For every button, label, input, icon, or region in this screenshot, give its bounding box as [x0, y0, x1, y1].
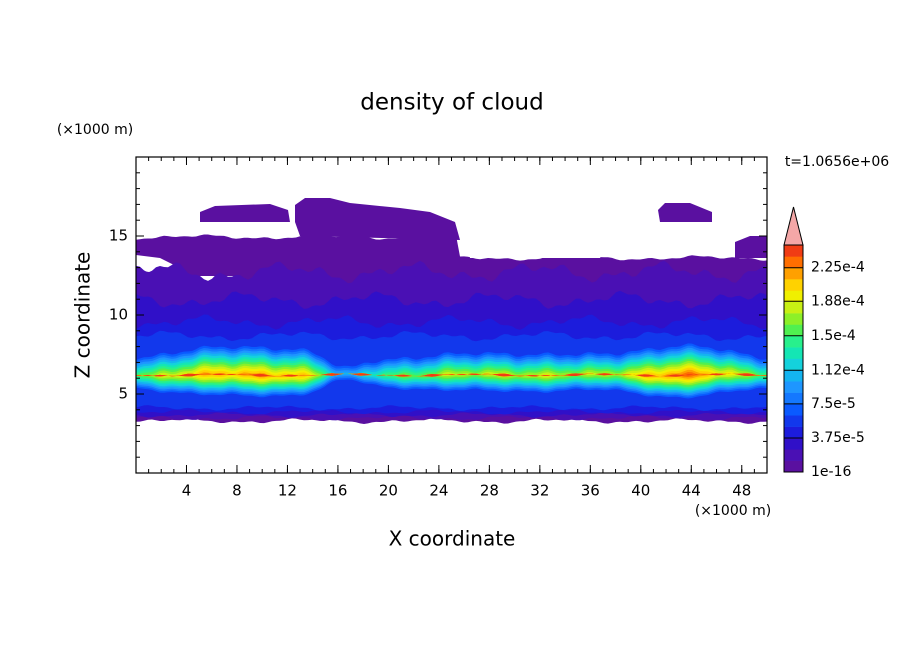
x-tick-label: 16 — [328, 482, 347, 500]
x-tick-label: 44 — [682, 482, 701, 500]
colorbar-tick-label: 3.75e-5 — [811, 430, 865, 446]
contour-fill — [470, 240, 610, 258]
x-tick-label: 20 — [379, 482, 398, 500]
x-tick-label: 4 — [182, 482, 192, 500]
colorbar-tick-label: 1.12e-4 — [811, 362, 865, 378]
y-tick-label: 10 — [109, 306, 128, 324]
colorbar-tick-label: 2.25e-4 — [811, 260, 865, 276]
colorbar-band — [784, 290, 803, 303]
colorbar-band — [784, 245, 803, 257]
colorbar-tick-label: 1.88e-4 — [811, 293, 865, 309]
colorbar-band — [784, 347, 803, 359]
colorbar-band — [784, 301, 803, 314]
colorbar-band — [784, 267, 803, 280]
colorbar-extend — [783, 206, 804, 246]
contour-fill — [658, 203, 712, 222]
colorbar-tick-label: 1.5e-4 — [811, 328, 856, 344]
colorbar-band — [784, 256, 803, 268]
colorbar-band — [784, 381, 803, 393]
contour-area — [136, 198, 767, 424]
colorbar-band — [784, 449, 803, 461]
contour-fill — [200, 204, 290, 222]
x-tick-label: 48 — [732, 482, 751, 500]
colorbar-band — [784, 358, 803, 371]
colorbar-band — [784, 369, 803, 382]
x-tick-label: 40 — [631, 482, 650, 500]
x-tick-label: 28 — [480, 482, 499, 500]
contour-fill — [136, 373, 767, 377]
colorbar-band — [784, 279, 803, 291]
colorbar-band — [784, 392, 803, 405]
colorbar-band — [784, 335, 803, 348]
y-axis-label: Z coordinate — [71, 252, 95, 379]
contour-fill — [136, 365, 767, 382]
colorbar-band — [784, 426, 803, 439]
y-tick-label: 5 — [118, 385, 128, 403]
colorbar-band — [784, 415, 803, 427]
colorbar-band — [784, 437, 803, 450]
contour-fill — [136, 363, 767, 384]
y-unit: (×1000 m) — [57, 122, 133, 138]
x-tick-label: 12 — [278, 482, 297, 500]
y-tick-label: 15 — [109, 227, 128, 245]
x-tick-label: 32 — [530, 482, 549, 500]
colorbar-band — [784, 313, 803, 325]
contour-fill — [735, 236, 767, 258]
colorbar-band — [784, 460, 803, 473]
x-tick-label: 24 — [429, 482, 448, 500]
colorbar-tick-label: 7.5e-5 — [811, 396, 856, 412]
contour-fill — [295, 198, 460, 240]
x-tick-label: 36 — [581, 482, 600, 500]
x-unit: (×1000 m) — [695, 503, 771, 519]
colorbar-band — [784, 403, 803, 416]
chart-title: density of cloud — [360, 90, 543, 116]
time-label: t=1.0656e+06 — [785, 154, 889, 170]
colorbar-tick-label: 1e-16 — [811, 464, 851, 480]
x-tick-label: 8 — [232, 482, 242, 500]
colorbar-band — [784, 324, 803, 337]
x-axis-label: X coordinate — [389, 527, 516, 551]
